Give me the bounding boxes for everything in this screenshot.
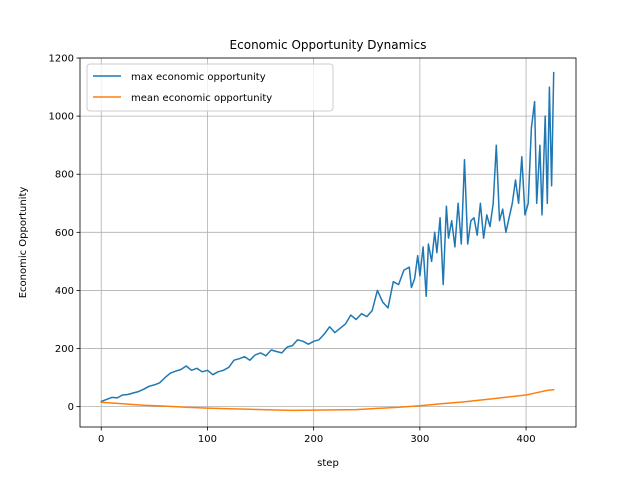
legend-box [86,63,334,112]
x-axis-title: step [317,458,339,469]
y-tick-label: 400 [55,286,74,297]
y-tick-label: 1200 [49,54,74,65]
series-line-max [100,71,555,403]
x-tick-label: 0 [98,434,104,445]
y-axis-title: Economic Opportunity [18,187,29,299]
axis-ticks: 0 100 200 300 400 0 200 400 600 800 1000 1200 [49,54,536,446]
y-tick-label: 800 [55,170,74,181]
y-tick-label: 200 [55,344,74,355]
x-tick-label: 200 [304,434,323,445]
legend: max economic opportunity mean economic o… [86,63,334,112]
chart-title: Economic Opportunity Dynamics [230,38,427,52]
series-line-mean [100,389,555,412]
plot-series [100,71,555,412]
legend-label-max: max economic opportunity [131,72,266,83]
x-tick-label: 100 [198,434,217,445]
y-tick-label: 600 [55,228,74,239]
grid-lines [80,57,576,427]
y-tick-label: 1000 [49,112,74,123]
legend-label-mean: mean economic opportunity [131,93,272,104]
x-tick-label: 400 [517,434,536,445]
x-tick-label: 300 [410,434,429,445]
y-tick-label: 0 [68,402,74,413]
plot-frame [79,57,577,428]
